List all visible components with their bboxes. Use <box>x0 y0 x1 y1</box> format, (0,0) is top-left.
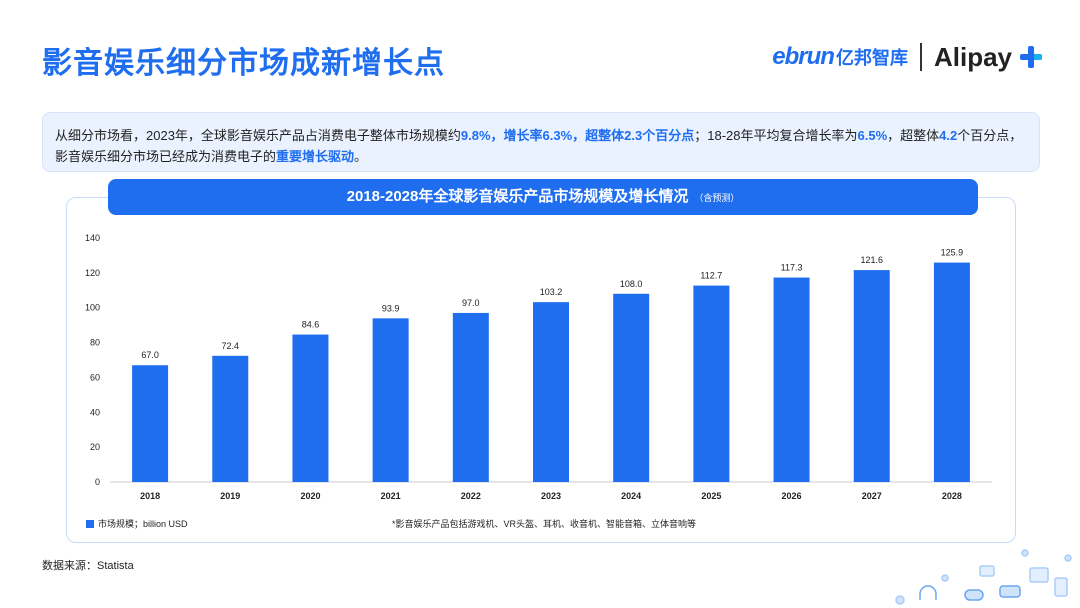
data-label: 72.4 <box>222 341 240 351</box>
decorative-device-icons <box>895 549 1072 605</box>
bar <box>452 312 489 482</box>
alipay-logo: Alipay <box>933 41 1012 72</box>
vr-headset-icon <box>999 585 1021 598</box>
page-title: 影音娱乐细分市场成新增长点 <box>42 47 445 80</box>
legend-label: 市场规模；billion USD <box>98 519 188 529</box>
bar <box>613 293 650 482</box>
summary-text-1: 从细分市场看，2023年，全球影音娱乐产品占消费电子整体市场规模约 <box>55 128 461 143</box>
summary-text-3: ，超整体 <box>887 128 940 143</box>
data-label: 93.9 <box>382 303 400 313</box>
x-tick-label: 2021 <box>381 491 401 501</box>
y-tick-label: 100 <box>85 303 100 313</box>
chart-legend: 市场规模；billion USD <box>86 517 188 530</box>
data-label: 67.0 <box>141 350 159 360</box>
bar <box>933 262 970 482</box>
data-source: 数据来源：Statista <box>42 560 134 572</box>
headphones-icon <box>919 585 937 600</box>
x-tick-label: 2025 <box>701 491 721 501</box>
x-tick-label: 2019 <box>220 491 240 501</box>
speaker-icon <box>1054 577 1068 597</box>
y-tick-label: 40 <box>90 407 100 417</box>
summary-highlight-1: 9.8%，增长率6.3%，超整体2.3个百分点 <box>460 128 695 143</box>
logo-area: ebrun 亿邦智库 Alipay <box>772 40 1044 74</box>
summary-highlight-3: 4.2 <box>939 128 958 143</box>
summary-text-4: 个百分点，影音娱乐细分市场已经成为消费电子的 <box>55 128 1023 164</box>
x-tick-label: 2018 <box>140 491 160 501</box>
y-tick-label: 20 <box>90 442 100 452</box>
y-tick-label: 0 <box>95 477 100 487</box>
data-label: 108.0 <box>620 279 643 289</box>
x-tick-label: 2026 <box>782 491 802 501</box>
data-label: 112.7 <box>700 271 722 281</box>
gamepad-icon <box>964 589 984 601</box>
bar <box>853 270 890 482</box>
ebrun-logo: ebrun <box>772 43 835 70</box>
chart-title-bar: 2018-2028年全球影音娱乐产品市场规模及增长情况 （含预测） <box>108 179 978 215</box>
bar <box>292 334 329 482</box>
y-tick-label: 80 <box>90 338 100 348</box>
x-tick-label: 2020 <box>300 491 320 501</box>
data-label: 103.2 <box>540 287 563 297</box>
x-tick-label: 2024 <box>621 491 641 501</box>
data-label: 84.6 <box>302 320 320 330</box>
radio-icon <box>1029 567 1049 583</box>
logo-divider <box>919 43 922 71</box>
bar <box>372 318 409 482</box>
bar-chart: 0 20 40 60 80 100 120 140 67.0 2018 72.4 2019 84.6 20… <box>85 233 992 501</box>
bar <box>212 355 249 482</box>
summary-box: 从细分市场看，2023年，全球影音娱乐产品占消费电子整体市场规模约9.8%，增长… <box>42 112 1040 172</box>
chart-footnote: *影音娱乐产品包括游戏机、VR头盔、耳机、收音机、智能音箱、立体音响等 <box>392 519 697 529</box>
bar <box>773 277 810 482</box>
summary-text-5: 。 <box>354 149 368 164</box>
x-tick-label: 2027 <box>862 491 882 501</box>
x-tick-label: 2023 <box>541 491 561 501</box>
data-label: 97.0 <box>462 298 480 308</box>
chart-title-note: （含预测） <box>694 193 740 203</box>
bar <box>132 365 169 482</box>
ebrun-logo-cn: 亿邦智库 <box>835 48 908 68</box>
legend-swatch <box>86 519 94 528</box>
data-label: 125.9 <box>941 248 964 258</box>
x-tick-label: 2022 <box>461 491 481 501</box>
bar <box>693 285 730 482</box>
y-tick-label: 140 <box>85 233 100 243</box>
data-label: 117.3 <box>781 263 803 273</box>
summary-highlight-4: 重要增长驱动 <box>276 149 355 164</box>
y-tick-label: 120 <box>85 268 100 278</box>
summary-text-2: ；18-28年平均复合增长率为 <box>694 128 858 143</box>
bar <box>533 302 569 482</box>
data-label: 121.6 <box>860 255 883 265</box>
alipay-plus-icon <box>1020 46 1042 68</box>
chart-title: 2018-2028年全球影音娱乐产品市场规模及增长情况 <box>346 188 689 205</box>
x-tick-label: 2028 <box>942 491 962 501</box>
summary-highlight-2: 6.5% <box>857 128 888 143</box>
y-tick-label: 60 <box>90 372 100 382</box>
